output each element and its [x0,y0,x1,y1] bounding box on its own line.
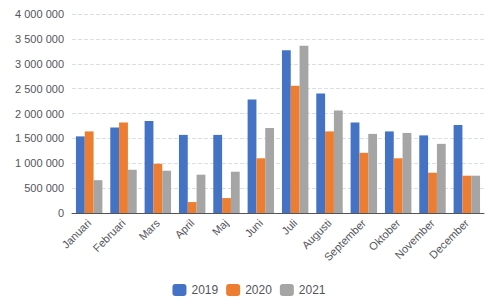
svg-text:4 000 000: 4 000 000 [15,8,64,20]
svg-text:Maj: Maj [210,217,231,238]
svg-text:2019: 2019 [191,283,218,297]
svg-text:2 000 000: 2 000 000 [15,108,64,120]
svg-text:December: December [427,217,472,262]
svg-text:Juli: Juli [279,217,299,237]
svg-text:3 000 000: 3 000 000 [15,58,64,70]
svg-text:1 500 000: 1 500 000 [15,132,64,144]
svg-text:Oktober: Oktober [366,216,403,253]
svg-text:500 000: 500 000 [24,182,64,194]
svg-text:Mars: Mars [136,216,162,242]
svg-text:0: 0 [58,207,64,219]
svg-text:Februari: Februari [90,217,127,254]
svg-text:2021: 2021 [299,283,326,297]
svg-text:1 000 000: 1 000 000 [15,157,64,169]
svg-text:Juni: Juni [242,217,265,240]
svg-text:April: April [172,217,196,241]
svg-text:November: November [392,216,437,262]
svg-text:Januari: Januari [59,217,93,251]
svg-text:2 500 000: 2 500 000 [15,83,64,95]
svg-text:3 500 000: 3 500 000 [15,33,64,45]
svg-text:Augusti: Augusti [299,217,333,251]
svg-text:September: September [322,217,369,264]
svg-text:2020: 2020 [245,283,272,297]
